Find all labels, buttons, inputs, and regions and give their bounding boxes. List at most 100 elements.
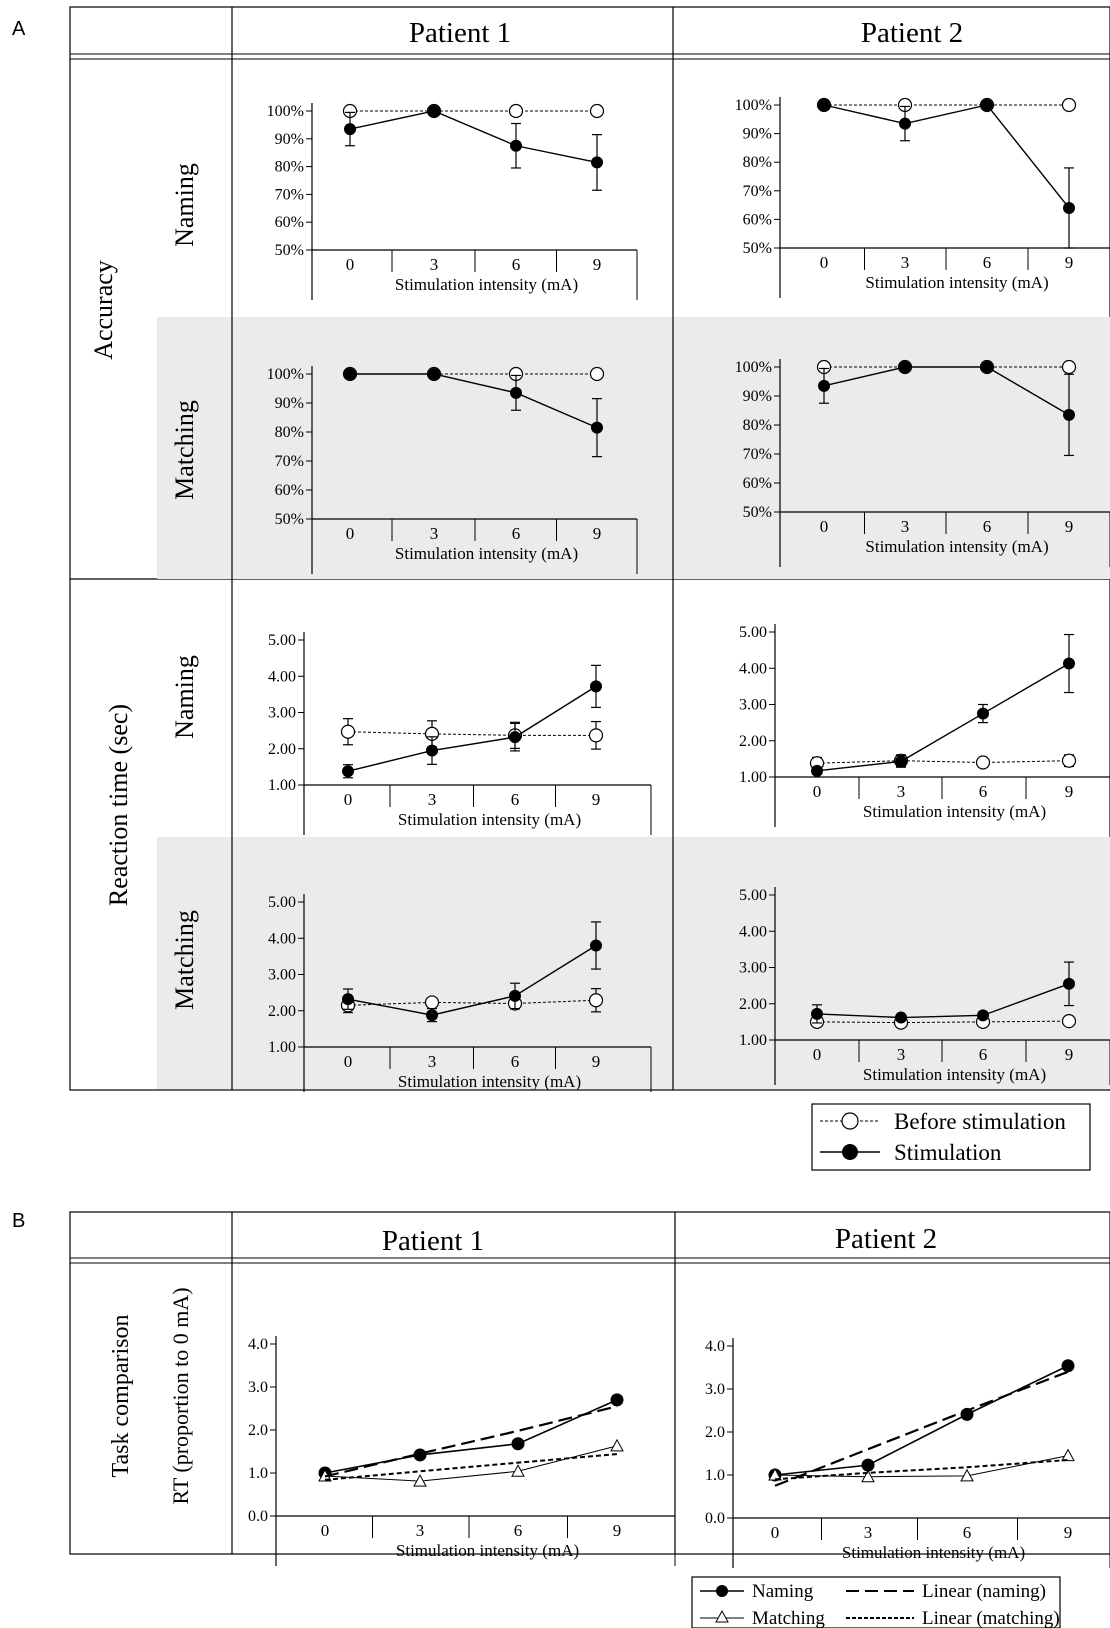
y-tick-label: 1.00 — [268, 777, 296, 794]
data-point-before — [589, 366, 605, 382]
y-tick-label: 60% — [743, 475, 772, 492]
series-line-before-stimulation — [816, 760, 1070, 764]
y-tick-label: 3.00 — [739, 960, 767, 977]
series-line-stimulation — [347, 685, 597, 772]
series-line-linear-matching- — [324, 1453, 618, 1481]
y-tick-label: 1.0 — [705, 1467, 725, 1484]
data-point-stimulation — [895, 755, 907, 768]
panel-letter-a: A — [12, 18, 26, 40]
x-axis-label: Stimulation intensity (mA) — [863, 1065, 1046, 1084]
x-tick-label: 6 — [511, 1052, 520, 1071]
y-tick-label: 100% — [267, 366, 304, 383]
x-axis-label: Stimulation intensity (mA) — [395, 275, 578, 294]
legend-naming-marker-icon — [716, 1585, 728, 1597]
data-point-stimulation — [509, 731, 521, 744]
legend-naming-label: Naming — [752, 1581, 814, 1602]
data-point-stimulation — [344, 123, 356, 136]
x-tick-label: 3 — [430, 255, 439, 274]
y-tick-label: 0.0 — [248, 1508, 268, 1525]
row-label-accuracy: Accuracy — [89, 260, 118, 360]
data-point-before — [588, 728, 604, 743]
y-tick-label: 5.00 — [268, 632, 296, 649]
y-tick-label: 2.0 — [705, 1424, 725, 1441]
x-tick-label: 9 — [613, 1521, 622, 1540]
panel-b-frame — [69, 1211, 1110, 1555]
y-tick-label: 4.00 — [739, 660, 767, 677]
data-point-stimulation — [428, 368, 440, 380]
x-tick-label: 0 — [771, 1523, 780, 1542]
data-point-stimulation — [509, 989, 521, 1002]
y-tick-label: 3.0 — [705, 1381, 725, 1398]
x-axis-label: Stimulation intensity (mA) — [865, 537, 1048, 556]
y-tick-label: 70% — [743, 183, 772, 200]
header-patient-2-b: Patient 2 — [835, 1223, 937, 1255]
data-point-matching — [610, 1438, 624, 1452]
x-tick-label: 9 — [593, 524, 602, 543]
chart-p1-task-comparison: 0.0 1.0 2.0 3.0 4.0 0 3 6 9 Stimulation intensity… — [248, 1336, 676, 1566]
data-point-stimulation — [818, 99, 830, 111]
series-line-linear-naming- — [324, 1405, 618, 1478]
data-point-stimulation — [428, 105, 440, 117]
y-tick-label: 1.0 — [248, 1465, 268, 1482]
x-tick-label: 6 — [514, 1521, 523, 1540]
legend-open-circle-icon — [841, 1112, 859, 1130]
series-line-stimulation — [816, 983, 1070, 1019]
series-line-stimulation — [350, 373, 598, 429]
chart-p1-rt-matching: 1.00 2.00 3.00 4.00 5.00 0 3 6 9 Stimulation inte… — [268, 894, 652, 1092]
x-tick-label: 3 — [897, 782, 906, 801]
legend-filled-circle-icon — [842, 1144, 858, 1160]
x-tick-label: 3 — [901, 517, 910, 536]
series-line-stimulation — [816, 662, 1070, 772]
series-line-matching — [774, 1455, 1069, 1478]
header-patient-1-b: Patient 1 — [382, 1225, 484, 1257]
x-tick-label: 0 — [321, 1521, 330, 1540]
series-line-stimulation — [347, 944, 597, 1016]
y-tick-label: 50% — [275, 511, 304, 528]
y-tick-label: 60% — [275, 482, 304, 499]
y-tick-label: 3.0 — [248, 1379, 268, 1396]
y-tick-label: 0.0 — [705, 1510, 725, 1527]
x-tick-label: 0 — [346, 255, 355, 274]
chart-p2-task-comparison: 0.0 1.0 2.0 3.0 4.0 0 3 6 9 Stimulation intensity… — [705, 1338, 1110, 1568]
data-point-stimulation — [811, 764, 823, 777]
data-point-stimulation — [818, 379, 830, 392]
series-line-before-stimulation — [816, 1020, 1070, 1024]
y-tick-label: 60% — [275, 214, 304, 231]
y-tick-label: 4.0 — [705, 1338, 725, 1355]
legend-lin-matching-label: Linear (matching) — [922, 1608, 1060, 1628]
matching-bg-rt — [157, 837, 1110, 1089]
y-tick-label: 70% — [275, 186, 304, 203]
series-line-stimulation — [349, 110, 598, 164]
y-tick-label: 3.00 — [739, 697, 767, 714]
x-axis-label: Stimulation intensity (mA) — [842, 1543, 1025, 1562]
data-point-naming — [861, 1458, 875, 1472]
data-point-stimulation — [1063, 408, 1075, 421]
series-line-before-stimulation — [347, 731, 596, 736]
chart-p1-rt-naming: 1.00 2.00 3.00 4.00 5.00 0 3 6 9 Stimulation inte… — [268, 632, 652, 835]
y-tick-label: 50% — [275, 242, 304, 259]
series-line-naming — [774, 1365, 1069, 1476]
data-point-matching — [768, 1467, 782, 1481]
data-point-stimulation — [590, 939, 602, 952]
y-tick-label: 80% — [743, 154, 772, 171]
data-point-stimulation — [977, 1009, 989, 1022]
row-label-naming-rt: Naming — [170, 655, 199, 739]
x-tick-label: 9 — [1065, 517, 1074, 536]
chart-p1-acc-matching: 50% 60% 70% 80% 90% 100% 0 3 6 9 Stimulation inten… — [267, 366, 638, 574]
data-point-stimulation — [342, 765, 354, 778]
y-tick-label: 2.0 — [248, 1422, 268, 1439]
y-tick-label: 100% — [267, 103, 304, 120]
x-tick-label: 6 — [512, 255, 521, 274]
data-point-before — [1061, 1014, 1077, 1029]
data-point-stimulation — [981, 99, 993, 111]
data-point-stimulation — [591, 156, 603, 169]
y-tick-label: 2.00 — [268, 741, 296, 758]
y-tick-label: 1.00 — [268, 1039, 296, 1056]
y-tick-label: 50% — [743, 504, 772, 521]
chart-p2-rt-naming: 1.00 2.00 3.00 4.00 5.00 0 3 6 9 Stimulation inte… — [739, 624, 1110, 827]
data-point-stimulation — [981, 361, 993, 373]
header-patient-2-a: Patient 2 — [861, 17, 963, 49]
panel-letter-b: B — [12, 1210, 26, 1232]
y-tick-label: 1.00 — [739, 1032, 767, 1049]
y-tick-label: 2.00 — [739, 733, 767, 750]
